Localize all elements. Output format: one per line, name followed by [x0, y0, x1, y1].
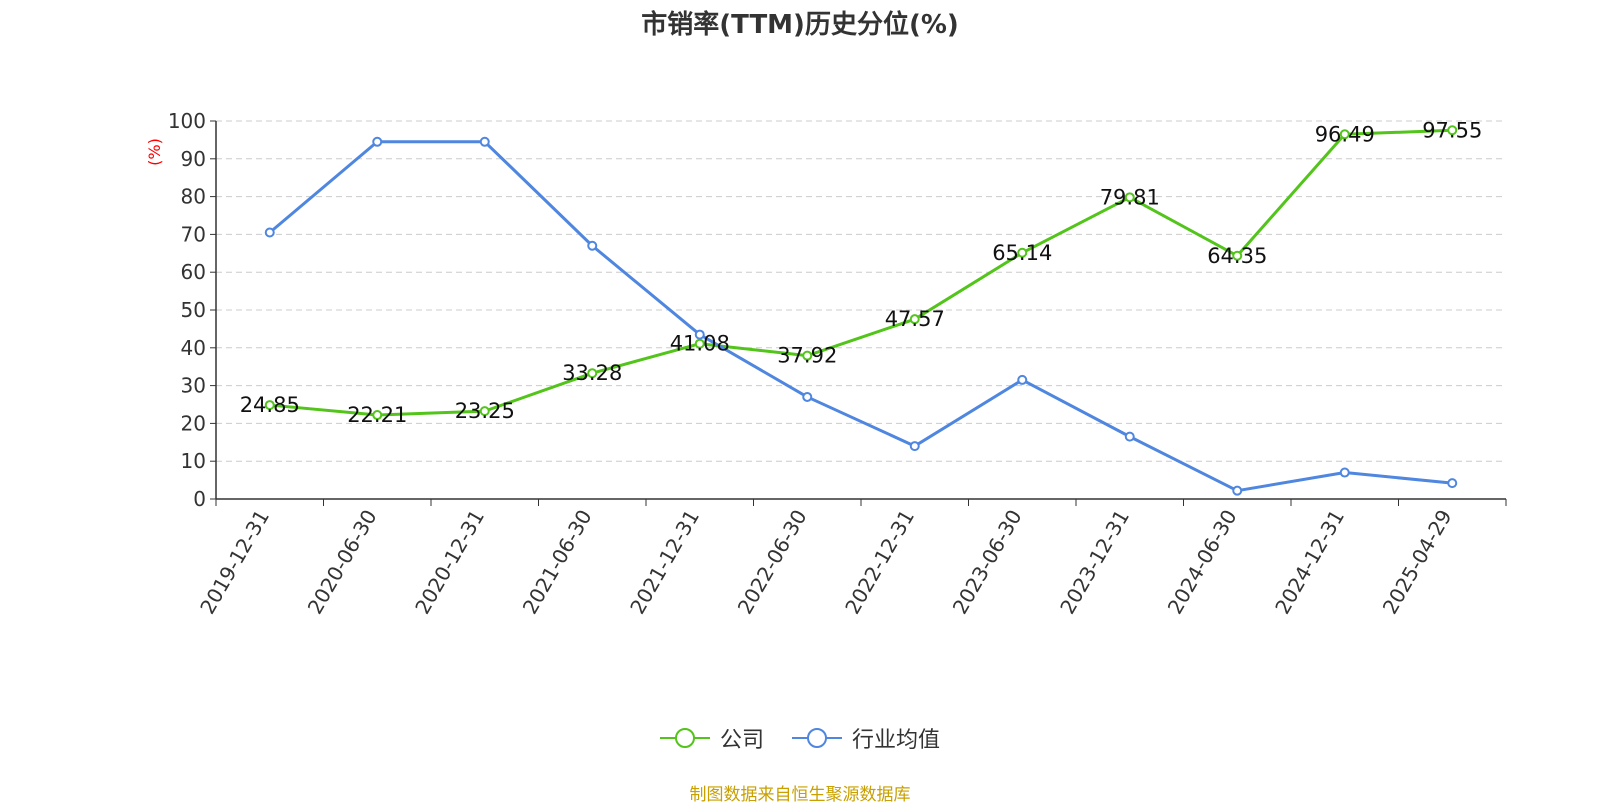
- data-label: 64.35: [1207, 244, 1267, 268]
- data-label: 97.55: [1422, 118, 1482, 142]
- data-label: 33.28: [562, 361, 622, 385]
- y-tick-label: 70: [181, 222, 206, 246]
- legend-industry-marker-icon: [792, 728, 842, 748]
- y-tick-label: 10: [181, 449, 206, 473]
- data-point-industry: [264, 227, 275, 238]
- legend-label-industry: 行业均值: [852, 728, 941, 753]
- data-point-company: [694, 338, 705, 349]
- x-tick-label: 2022-12-31: [840, 506, 919, 619]
- data-point-industry: [372, 136, 383, 147]
- series-lines: [268, 128, 1453, 493]
- x-tick-label: 2025-04-29: [1378, 506, 1457, 619]
- y-axis-label: (%): [145, 138, 164, 166]
- x-tick-label: 2019-12-31: [195, 506, 274, 619]
- data-point-company: [1339, 129, 1350, 140]
- data-point-company: [1232, 250, 1243, 261]
- data-label: 96.49: [1315, 122, 1375, 146]
- data-point-industry: [1447, 478, 1458, 489]
- data-label: 41.08: [670, 332, 730, 356]
- x-tick-label: 2023-12-31: [1055, 506, 1134, 619]
- x-tick-label: 2024-12-31: [1270, 506, 1349, 619]
- data-point-company: [587, 368, 598, 379]
- data-label: 79.81: [1100, 185, 1160, 209]
- legend: 公司 行业均值: [0, 722, 1600, 754]
- y-tick-label: 50: [181, 298, 206, 322]
- data-point-company: [1124, 192, 1135, 203]
- source-note: 制图数据来自恒生聚源数据库: [689, 785, 911, 805]
- y-tick-label: 20: [181, 411, 206, 435]
- x-tick-label: 2024-06-30: [1163, 506, 1242, 619]
- data-label: 37.92: [777, 344, 837, 368]
- y-tick-label: 30: [181, 374, 206, 398]
- series-points: [264, 125, 1458, 496]
- data-point-company: [372, 410, 383, 421]
- data-point-industry: [1124, 431, 1135, 442]
- legend-label-company: 公司: [719, 728, 764, 753]
- data-label: 65.14: [992, 241, 1052, 265]
- data-label: 23.25: [455, 399, 515, 423]
- data-point-industry: [1232, 485, 1243, 496]
- x-tick-label: 2020-06-30: [303, 506, 382, 619]
- data-point-industry: [909, 441, 920, 452]
- data-point-company: [479, 406, 490, 417]
- data-point-industry: [694, 329, 705, 340]
- chart-title: 市销率(TTM)历史分位(%): [641, 10, 959, 40]
- x-tick-label: 2021-06-30: [518, 506, 597, 619]
- y-tick-label: 100: [168, 109, 206, 133]
- y-tick-label: 90: [181, 147, 206, 171]
- x-tick-label: 2021-12-31: [625, 506, 704, 619]
- y-tick-label: 40: [181, 336, 206, 360]
- x-tick-label: 2023-06-30: [948, 506, 1027, 619]
- data-point-company: [909, 314, 920, 325]
- legend-item-company[interactable]: 公司: [659, 722, 764, 754]
- y-tick-label: 0: [193, 487, 206, 511]
- data-label: 24.85: [240, 393, 300, 417]
- grid-lines: [216, 120, 1506, 462]
- data-point-company: [264, 400, 275, 411]
- data-point-industry: [802, 391, 813, 402]
- data-labels: 24.85 22.21 23.25 33.28 41.08 37.92 47.57 65.14…: [240, 118, 1483, 427]
- y-tick-label: 60: [181, 260, 206, 284]
- x-tick-label: 2022-06-30: [733, 506, 812, 619]
- y-tick-label: 80: [181, 185, 206, 209]
- x-tick-label: 2020-12-31: [410, 506, 489, 619]
- data-point-industry: [1339, 467, 1350, 478]
- legend-item-industry[interactable]: 行业均值: [792, 722, 940, 754]
- legend-company-marker-icon: [659, 728, 710, 748]
- data-point-company: [1447, 125, 1458, 136]
- data-point-industry: [479, 136, 490, 147]
- series-line-company: [269, 128, 1453, 417]
- data-point-company: [1017, 247, 1028, 258]
- data-point-company: [802, 350, 813, 361]
- series-line-industry: [268, 140, 1453, 493]
- data-point-industry: [1017, 374, 1028, 385]
- data-label: 47.57: [885, 307, 945, 331]
- data-point-industry: [587, 240, 598, 251]
- data-label: 22.21: [347, 403, 407, 427]
